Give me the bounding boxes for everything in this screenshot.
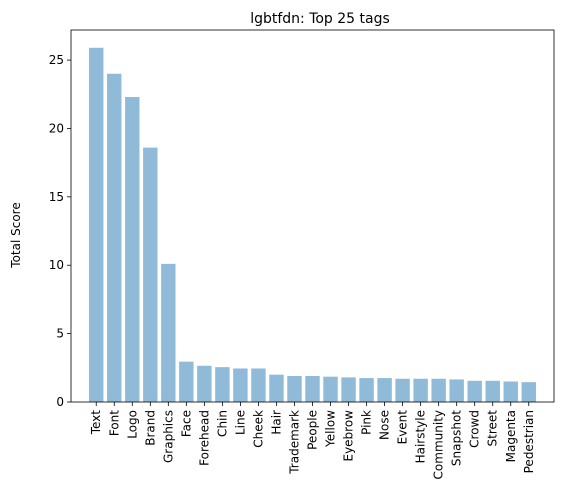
x-tick-label: Event — [396, 410, 410, 445]
x-tick-label: Logo — [125, 410, 139, 439]
x-tick-label: Face — [179, 410, 193, 437]
x-tick-label: Text — [89, 410, 103, 436]
bar-trademark — [287, 376, 301, 402]
bar-cheek — [251, 368, 265, 402]
bar-logo — [125, 97, 139, 402]
bar-hair — [269, 375, 283, 402]
chart-title: lgbtfdn: Top 25 tags — [250, 11, 390, 27]
x-tick-label: Forehead — [197, 410, 211, 466]
bar-eyebrow — [341, 377, 355, 402]
x-tick-label: Magenta — [504, 410, 518, 462]
bar-text — [89, 48, 103, 402]
y-tick-label: 10 — [49, 258, 64, 272]
x-tick-label: Community — [432, 410, 446, 479]
y-tick-label: 15 — [49, 190, 64, 204]
x-tick-label: Hairstyle — [414, 410, 428, 463]
bar-nose — [377, 378, 391, 402]
x-tick-label: Snapshot — [450, 410, 464, 466]
bar-hairstyle — [413, 379, 427, 402]
x-tick-label: Pink — [360, 410, 374, 435]
bar-face — [179, 362, 193, 402]
bar-forehead — [197, 366, 211, 402]
bar-event — [395, 379, 409, 402]
bars-group — [89, 48, 536, 402]
x-axis: Text Font Logo Brand Graphics Face Forehead Chi… — [89, 402, 536, 479]
bar-yellow — [323, 377, 337, 402]
x-tick-label: Graphics — [161, 410, 175, 463]
x-tick-label: Cheek — [251, 410, 265, 448]
bar-pink — [359, 378, 373, 402]
x-tick-label: Pedestrian — [522, 410, 536, 473]
x-tick-label: Street — [486, 410, 500, 447]
bar-people — [305, 376, 319, 402]
bar-line — [233, 368, 247, 402]
y-axis: 0 5 10 15 20 25 — [49, 53, 71, 409]
y-tick-label: 25 — [49, 53, 64, 67]
bar-graphics — [161, 264, 175, 402]
y-tick-label: 20 — [49, 121, 64, 135]
bar-crowd — [467, 381, 481, 402]
bar-chin — [215, 367, 229, 402]
x-tick-label: Trademark — [287, 410, 301, 475]
x-tick-label: Line — [233, 410, 247, 435]
x-tick-label: People — [306, 410, 320, 450]
y-tick-label: 0 — [56, 395, 64, 409]
bar-magenta — [504, 381, 518, 402]
bar-brand — [143, 148, 157, 402]
x-tick-label: Nose — [378, 410, 392, 440]
y-tick-label: 5 — [56, 327, 64, 341]
x-tick-label: Yellow — [324, 410, 338, 448]
x-tick-label: Hair — [269, 410, 283, 435]
bar-snapshot — [449, 379, 463, 402]
bar-font — [107, 74, 121, 402]
x-tick-label: Eyebrow — [342, 410, 356, 462]
x-tick-label: Crowd — [468, 410, 482, 448]
bar-pedestrian — [522, 382, 536, 402]
bar-street — [486, 381, 500, 402]
x-tick-label: Chin — [215, 410, 229, 437]
y-axis-label: Total Score — [9, 202, 23, 268]
x-tick-label: Font — [107, 410, 121, 436]
bar-community — [431, 379, 445, 402]
x-tick-label: Brand — [143, 410, 157, 446]
